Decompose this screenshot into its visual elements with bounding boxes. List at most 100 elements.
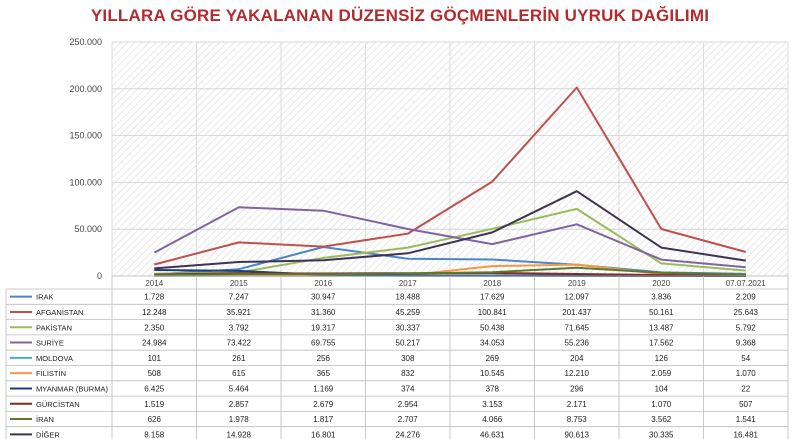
- data-label: 3.792: [229, 323, 250, 332]
- data-label: 378: [486, 384, 500, 393]
- data-label: 256: [317, 354, 331, 363]
- data-label: 5.792: [736, 323, 757, 332]
- data-label: 204: [570, 354, 584, 363]
- data-label: 2.171: [567, 400, 588, 409]
- data-label: 30.337: [396, 323, 421, 332]
- data-label: 8.158: [144, 430, 165, 439]
- data-label: 1.978: [229, 415, 250, 424]
- data-label: 101: [148, 354, 162, 363]
- data-label: 22: [741, 384, 750, 393]
- legend-label-8: İRAN: [36, 415, 54, 424]
- legend-label-1: AFGANİSTAN: [36, 308, 83, 317]
- data-label: 73.422: [227, 339, 252, 348]
- data-label: 50.161: [649, 308, 674, 317]
- data-label: 374: [401, 384, 415, 393]
- data-label: 296: [570, 384, 584, 393]
- data-label: 50.438: [480, 323, 505, 332]
- y-tick-label: 100.000: [69, 177, 102, 187]
- data-label: 2.059: [651, 369, 672, 378]
- x-tick-label: 2015: [230, 279, 248, 288]
- x-tick-label: 2017: [399, 279, 417, 288]
- data-label: 55.236: [565, 339, 590, 348]
- legend-label-2: PAKİSTAN: [36, 323, 72, 332]
- x-tick-label: 2014: [145, 279, 163, 288]
- data-label: 3.562: [651, 415, 672, 424]
- y-tick-label: 150.000: [69, 131, 102, 141]
- legend-label-4: MOLDOVA: [36, 354, 73, 363]
- series-line-9: [154, 190, 746, 270]
- data-label: 2.209: [736, 293, 757, 302]
- data-label: 615: [232, 369, 246, 378]
- data-label: 18.488: [396, 293, 421, 302]
- data-label: 3.836: [651, 293, 672, 302]
- data-label: 508: [148, 369, 162, 378]
- data-label: 100.841: [478, 308, 507, 317]
- data-label: 269: [486, 354, 500, 363]
- data-label: 25.643: [734, 308, 759, 317]
- data-label: 7.247: [229, 293, 250, 302]
- data-label: 1.817: [313, 415, 334, 424]
- data-label: 54: [741, 354, 750, 363]
- legend-label-9: DİĞER: [36, 430, 60, 439]
- data-label: 8.753: [567, 415, 588, 424]
- data-label: 626: [148, 415, 162, 424]
- y-tick-label: 200.000: [69, 84, 102, 94]
- data-label: 1.728: [144, 293, 165, 302]
- data-label: 14.928: [227, 430, 252, 439]
- data-label: 50.217: [396, 339, 421, 348]
- data-label: 4.066: [482, 415, 503, 424]
- data-label: 12.248: [142, 308, 167, 317]
- y-tick-label: 250.000: [69, 37, 102, 47]
- data-label: 261: [232, 354, 246, 363]
- data-label: 5.464: [229, 384, 250, 393]
- data-label: 30.947: [311, 293, 336, 302]
- data-label: 3.153: [482, 400, 503, 409]
- data-label: 71.645: [565, 323, 590, 332]
- x-tick-label: 07.07.2021: [726, 279, 767, 288]
- x-tick-label: 2018: [483, 279, 501, 288]
- data-label: 2.707: [398, 415, 419, 424]
- data-label: 1.519: [144, 400, 165, 409]
- y-tick-label: 50.000: [74, 224, 102, 234]
- data-label: 1.541: [736, 415, 757, 424]
- data-label: 832: [401, 369, 415, 378]
- x-tick-label: 2019: [568, 279, 586, 288]
- data-label: 2.954: [398, 400, 419, 409]
- legend-label-6: MYANMAR (BURMA): [36, 384, 108, 393]
- data-label: 31.360: [311, 308, 336, 317]
- data-label: 9.368: [736, 339, 757, 348]
- data-label: 90.613: [565, 430, 590, 439]
- data-label: 45.259: [396, 308, 421, 317]
- chart-title: YILLARA GÖRE YAKALANAN DÜZENSİZ GÖÇMENLE…: [90, 6, 710, 25]
- data-label: 6.425: [144, 384, 165, 393]
- data-label: 1.070: [736, 369, 757, 378]
- data-label: 12.210: [565, 369, 590, 378]
- y-tick-label: 0: [97, 271, 102, 281]
- data-label: 24.984: [142, 339, 167, 348]
- data-label: 69.755: [311, 339, 336, 348]
- data-label: 13.487: [649, 323, 674, 332]
- data-label: 16.801: [311, 430, 336, 439]
- legend-label-3: SURİYE: [36, 339, 64, 348]
- data-label: 17.562: [649, 339, 674, 348]
- legend-label-5: FİLİSTİN: [36, 369, 66, 378]
- data-label: 507: [739, 400, 753, 409]
- data-label: 2.679: [313, 400, 334, 409]
- data-label: 19.317: [311, 323, 336, 332]
- data-label: 16.481: [734, 430, 759, 439]
- data-label: 2.350: [144, 323, 165, 332]
- x-tick-label: 2016: [314, 279, 332, 288]
- data-label: 104: [655, 384, 669, 393]
- data-label: 1.169: [313, 384, 334, 393]
- data-label: 308: [401, 354, 415, 363]
- data-label: 30.335: [649, 430, 674, 439]
- data-label: 201.437: [562, 308, 591, 317]
- data-label: 34.053: [480, 339, 505, 348]
- data-label: 365: [317, 369, 331, 378]
- data-label: 10.545: [480, 369, 505, 378]
- data-label: 126: [655, 354, 669, 363]
- data-label: 46.631: [480, 430, 505, 439]
- data-label: 17.629: [480, 293, 505, 302]
- series-line-8: [154, 266, 746, 277]
